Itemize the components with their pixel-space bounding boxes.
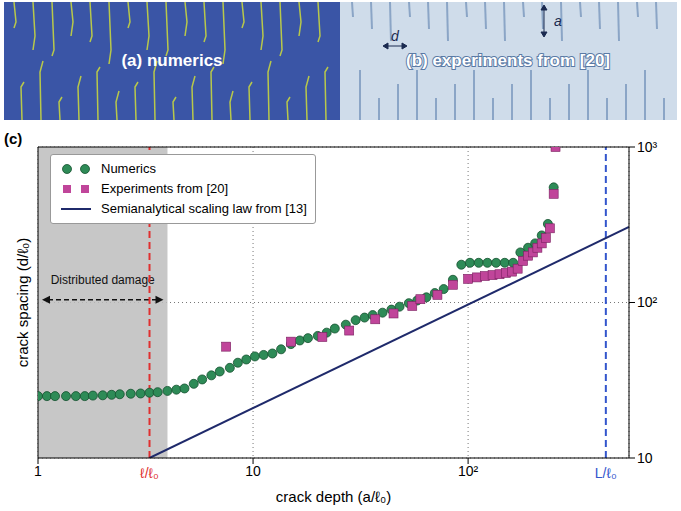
svg-text:10: 10: [245, 463, 261, 479]
svg-text:Distributed damage: Distributed damage: [51, 273, 155, 287]
svg-text:(a) numerics: (a) numerics: [121, 51, 222, 70]
html-text:(c): (c): [4, 130, 23, 147]
svg-text:a: a: [554, 13, 562, 29]
svg-text:1: 1: [34, 463, 42, 479]
html-text:Numerics: Numerics: [101, 161, 156, 176]
svg-text:crack spacing (d/ℓ₀): crack spacing (d/ℓ₀): [14, 238, 31, 367]
html-text:Experiments from [20]: Experiments from [20]: [101, 181, 229, 196]
svg-text:ℓ/ℓ₀: ℓ/ℓ₀: [140, 465, 159, 481]
svg-text:d: d: [391, 28, 400, 44]
html-text:Semianalytical scaling law fro: Semianalytical scaling law from [13]: [101, 201, 307, 216]
svg-text:L/ℓ₀: L/ℓ₀: [595, 465, 617, 481]
svg-text:10³: 10³: [637, 139, 658, 155]
svg-text:10²: 10²: [458, 463, 479, 479]
svg-text:crack depth (a/ℓ₀): crack depth (a/ℓ₀): [276, 488, 391, 505]
svg-text:10²: 10²: [637, 294, 658, 310]
svg-text:10: 10: [637, 450, 653, 466]
svg-text:(b) experiments from [20]: (b) experiments from [20]: [406, 51, 610, 70]
